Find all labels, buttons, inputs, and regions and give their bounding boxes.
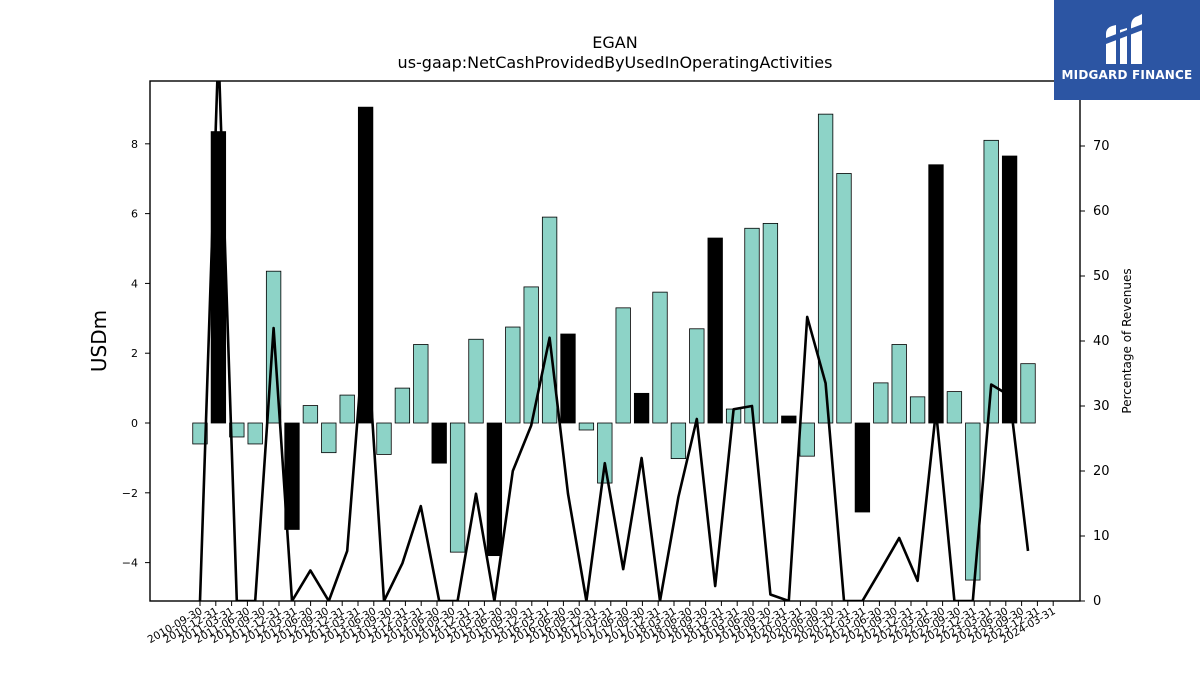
- bar: [854, 422, 871, 513]
- y2-axis-label: Percentage of Revenues: [1120, 268, 1134, 413]
- chart-subtitle: us-gaap:NetCashProvidedByUsedInOperating…: [398, 53, 833, 72]
- bar: [615, 307, 631, 424]
- y2-tick-label: 30: [1093, 399, 1110, 414]
- bar: [302, 405, 319, 424]
- bar: [449, 422, 466, 553]
- bar: [909, 396, 926, 424]
- y2-tick-label: 10: [1093, 529, 1110, 544]
- bar: [928, 164, 944, 424]
- brand-name: MIDGARD FINANCE: [1061, 68, 1193, 82]
- bar: [229, 422, 245, 438]
- bar: [652, 291, 668, 424]
- bar: [707, 237, 723, 424]
- bar: [633, 392, 650, 424]
- bar: [321, 422, 337, 454]
- y2-tick-label: 0: [1093, 594, 1101, 609]
- bar: [339, 394, 355, 424]
- bar: [413, 344, 429, 424]
- chart-title: EGAN: [592, 33, 637, 52]
- bar: [597, 422, 613, 484]
- bar: [505, 326, 521, 424]
- brand-logo: MIDGARD FINANCE: [1054, 0, 1200, 100]
- y-tick-label: 6: [131, 208, 138, 221]
- bar: [836, 173, 852, 424]
- bar: [486, 422, 503, 557]
- bar: [817, 113, 834, 424]
- bar: [578, 422, 595, 431]
- y-axis-label: USDm: [87, 310, 111, 372]
- bar: [560, 333, 576, 424]
- bar: [394, 387, 411, 424]
- bar: [192, 422, 208, 445]
- y-tick-label: 0: [131, 417, 138, 430]
- bar: [891, 344, 907, 424]
- y-tick-label: 4: [131, 277, 138, 290]
- bar: [873, 382, 889, 424]
- y-axis-right: 0 10 20 30 40 50 60 70: [1080, 139, 1110, 609]
- bar: [468, 338, 484, 424]
- y2-tick-label: 50: [1093, 269, 1110, 284]
- bar: [541, 216, 558, 424]
- x-axis: 2010-09-302010-12-312011-03-312011-06-30…: [146, 601, 1058, 646]
- bar: [376, 422, 392, 455]
- line-series: [198, 81, 1030, 601]
- bar: [670, 422, 687, 460]
- y-tick-label: 2: [131, 347, 138, 360]
- y2-tick-label: 70: [1093, 139, 1110, 154]
- bar: [247, 422, 263, 445]
- bar: [762, 222, 779, 424]
- bar: [946, 391, 963, 424]
- bar: [1020, 363, 1036, 424]
- y-tick-label: −4: [122, 557, 138, 570]
- midgard-logo-icon: [1106, 14, 1148, 64]
- bar: [357, 106, 374, 424]
- percentage-line: [198, 81, 1030, 601]
- bar: [983, 139, 999, 424]
- y2-tick-label: 60: [1093, 204, 1110, 219]
- y-tick-label: 8: [131, 138, 138, 151]
- y2-tick-label: 20: [1093, 464, 1110, 479]
- y-axis-left: −4 −2 0 2 4 6 8: [122, 138, 150, 570]
- bar: [689, 328, 705, 424]
- bar: [431, 422, 447, 464]
- y-tick-label: −2: [122, 487, 138, 500]
- bar: [1001, 155, 1018, 424]
- y2-tick-label: 40: [1093, 334, 1110, 349]
- bar: [799, 422, 815, 457]
- bar: [744, 227, 760, 424]
- bar: [781, 415, 797, 424]
